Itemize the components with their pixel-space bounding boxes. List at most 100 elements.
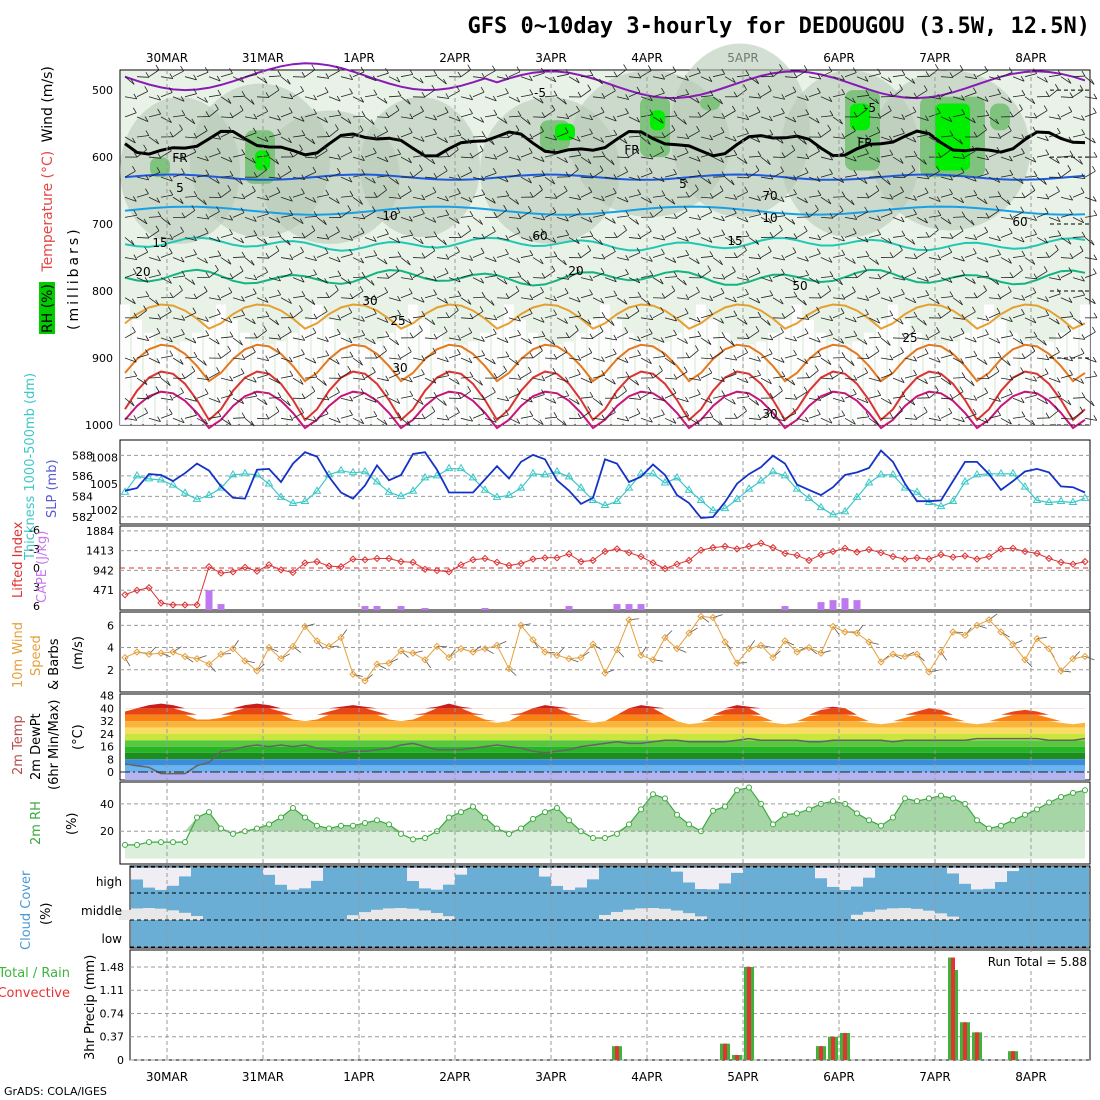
wind-barb (280, 214, 293, 218)
wind-barb-flag (263, 78, 268, 84)
wind-barb (748, 357, 761, 362)
cloud-gap-high (683, 868, 695, 883)
wind-barb-flag (528, 177, 532, 184)
wind-barb (1012, 372, 1024, 379)
wind-barb-flag (829, 373, 834, 380)
wind-barb-flag (635, 219, 640, 225)
wind-barb (316, 237, 329, 240)
wind-barb (124, 214, 137, 218)
wind-barb (844, 72, 857, 78)
wind-barb-flag (852, 286, 856, 292)
wind-barb-flag (203, 199, 207, 205)
wind-barb-flag (493, 109, 498, 116)
wind-barb-flag (409, 229, 414, 236)
wind-barb (292, 90, 304, 98)
wind-barb (148, 417, 161, 422)
wind-barb (940, 296, 953, 299)
wind-barb (616, 196, 629, 203)
wind-barb (904, 96, 917, 99)
wind-barb-flag (276, 217, 281, 223)
wind-barb-flag (925, 71, 930, 77)
wind-barb-flag (709, 90, 714, 96)
wind-barb (880, 237, 892, 244)
wind-barb-flag (900, 377, 905, 383)
wind-barb-flag (576, 136, 581, 142)
wind-barb-flag (709, 192, 714, 199)
wind-barb-flag (805, 372, 810, 378)
date-label-bottom: 31MAR (242, 1070, 284, 1084)
wind-barb-flag (445, 209, 450, 216)
wind-barb-flag (575, 399, 580, 405)
wind-barb (1012, 397, 1025, 404)
temp-band (125, 752, 1085, 760)
wind-barb-flag (1019, 265, 1023, 271)
wind-barb (1060, 374, 1073, 379)
wind-barb-flag (1055, 158, 1060, 164)
thickness-marker (468, 472, 478, 481)
wind-barb (988, 151, 1001, 158)
wind-barb (484, 70, 496, 78)
wind-barb (508, 216, 521, 220)
lifted-tick: 0 (33, 562, 40, 575)
wind-barb-flag (769, 129, 774, 135)
wind-barb-flag (636, 86, 641, 93)
thickness-marker (144, 473, 154, 482)
wind-barb-flag (948, 86, 953, 92)
wind-barb-flag (191, 118, 196, 124)
temp-band (125, 714, 1085, 722)
wind-barb (136, 337, 149, 342)
wind-barb-flag (265, 150, 270, 156)
wind-barb (688, 174, 701, 178)
wind-barb (472, 237, 485, 240)
wind-barb (196, 317, 209, 322)
lifted-marker (733, 545, 741, 553)
wind-barb (160, 116, 172, 124)
wind-barb-flag (865, 309, 869, 315)
wind-barb (820, 196, 832, 205)
wind-barb-flag (852, 258, 856, 264)
wind-barb-flag (1057, 274, 1062, 281)
wind-barb-flag (839, 205, 844, 212)
wind-barb-flag (192, 177, 197, 183)
wind-barb (544, 372, 557, 379)
wind-barb-flag (574, 164, 579, 170)
wind-barb-flag (924, 378, 928, 384)
wind-barb-flag (1057, 332, 1062, 339)
wind-barb (1072, 250, 1084, 258)
rh-marker (902, 795, 908, 802)
wind-barb-flag (827, 124, 832, 131)
wind-barb (436, 417, 449, 421)
wind-barb (604, 411, 616, 419)
wind-barb-flag (646, 139, 651, 145)
wind-barb (700, 76, 713, 82)
rh-marker (218, 825, 224, 832)
wind-barb (268, 192, 281, 198)
rh-marker (1070, 789, 1076, 796)
wind-barb-flag (396, 368, 401, 374)
wind-barb (832, 254, 845, 258)
wind-barb (964, 397, 977, 401)
wind-barb-flag (432, 186, 437, 193)
cloud-gap-high (863, 868, 875, 878)
wind-barb (844, 216, 857, 220)
wind-barb-flag (325, 73, 330, 79)
wind-barb (1060, 111, 1072, 118)
cloud-gap-high (695, 868, 707, 889)
cloud-gap-mid (695, 916, 707, 920)
wind-barb (1012, 176, 1024, 184)
cloud-gap-high (587, 868, 599, 880)
wind-barb-flag (805, 109, 810, 115)
wind-barb-flag (793, 335, 797, 342)
wind-marker (349, 670, 357, 678)
wind-barb (940, 116, 953, 123)
wind-marker (709, 613, 717, 622)
wind-barb-flag (935, 298, 940, 305)
dry-tongue (1032, 344, 1042, 425)
wind-barb-flag (587, 84, 592, 90)
wind-barb-flag (805, 269, 810, 276)
wind-barb (568, 315, 581, 319)
temp-band (125, 765, 1085, 773)
wind-barb-flag (852, 155, 857, 162)
wind-barb (496, 414, 509, 419)
